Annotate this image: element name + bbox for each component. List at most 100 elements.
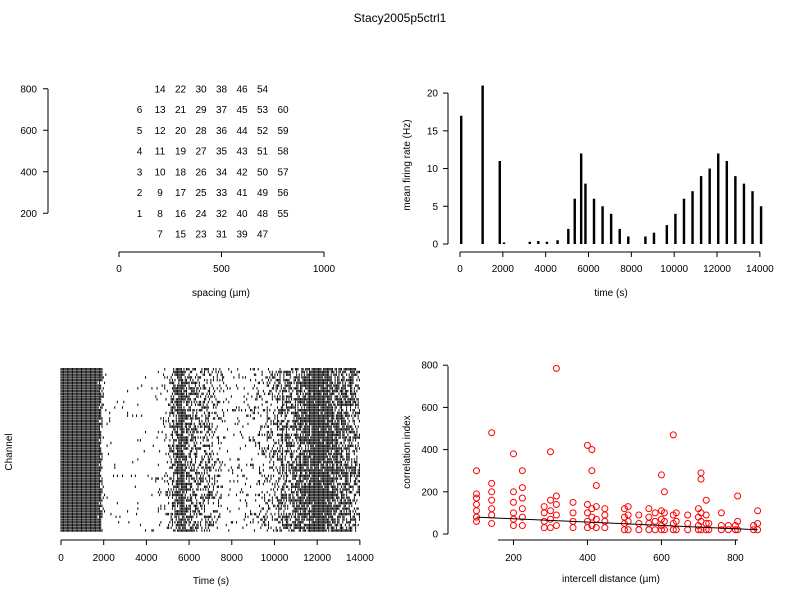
channel-label: 59 (277, 126, 289, 137)
channel-label: 51 (257, 147, 269, 158)
channel-label: 42 (236, 167, 248, 178)
channel-label: 11 (155, 147, 166, 158)
channel-label: 5 (137, 126, 143, 137)
electrode-layout-x-tick-label: 500 (213, 264, 230, 275)
channel-label: 16 (175, 209, 187, 220)
firing-rate-bar (528, 241, 531, 244)
mean-firing-rate-x-tick-label: 12000 (703, 264, 731, 275)
channel-label: 57 (277, 167, 289, 178)
electrode-layout-x-title: spacing (µm) (192, 288, 250, 299)
channel-label: 1 (137, 209, 143, 220)
channel-label: 13 (154, 105, 166, 116)
electrode-layout-x-tick-label: 1000 (313, 264, 336, 275)
mean-firing-rate-x-tick-label: 4000 (535, 264, 558, 275)
mean-firing-rate-x-tick-label: 10000 (660, 264, 688, 275)
channel-label: 48 (257, 209, 269, 220)
channel-label: 41 (236, 188, 248, 199)
mean-firing-rate-x-tick-label: 14000 (746, 264, 774, 275)
firing-rate-bar (674, 213, 677, 244)
firing-rate-bar (644, 236, 647, 244)
firing-rate-bar (579, 153, 583, 244)
channel-label: 44 (236, 126, 248, 137)
firing-rate-bar (545, 241, 549, 244)
channel-label: 19 (175, 147, 187, 158)
firing-rate-bar (609, 213, 613, 244)
channel-label: 55 (277, 209, 289, 220)
firing-rate-bar (592, 198, 596, 244)
channel-label: 33 (216, 188, 228, 199)
channel-label: 20 (175, 126, 187, 137)
mean-firing-rate-panel: 0 2000 4000 6000 8000 10000 12000 14000 time (s… (402, 85, 774, 299)
channel-label: 26 (195, 167, 207, 178)
firing-rate-bar (691, 191, 694, 244)
channel-label: 39 (236, 230, 248, 241)
channel-label: 22 (175, 84, 187, 95)
channel-label: 47 (257, 230, 269, 241)
firing-rate-bar (601, 206, 604, 244)
firing-rate-bar (584, 183, 587, 244)
firing-rate-bar (618, 228, 621, 244)
channel-label: 4 (137, 147, 143, 158)
spike-raster-panel: 0 2000 4000 6000 8000 10000 12000 14000 Time (s… (4, 368, 374, 587)
channel-label: 15 (175, 230, 187, 241)
electrode-layout-y-tick-label: 600 (20, 126, 37, 137)
firing-rate-bar (751, 191, 754, 244)
mean-firing-rate-x-tick-label: 0 (457, 264, 463, 275)
channel-label: 3 (137, 167, 143, 178)
channel-label: 60 (277, 105, 289, 116)
channel-label: 2 (137, 188, 143, 199)
channel-label: 53 (257, 105, 269, 116)
firing-rate-bar (734, 176, 737, 244)
firing-rate-bar (498, 161, 501, 244)
firing-rate-bar (742, 183, 746, 244)
firing-rate-bar (717, 153, 720, 244)
electrode-layout-x-axis: 0 500 1000 spacing (µm) (116, 251, 336, 299)
mean-firing-rate-x-title: time (s) (594, 288, 627, 299)
channel-label: 58 (277, 147, 289, 158)
channel-label: 46 (236, 84, 248, 95)
firing-rate-bar (725, 161, 729, 244)
channel-label: 52 (257, 126, 269, 137)
firing-rate-bar (682, 198, 686, 244)
channel-label: 10 (154, 167, 166, 178)
electrode-layout-y-tick-label: 400 (20, 167, 37, 178)
mean-firing-rate-x-axis: 0 2000 4000 6000 8000 10000 12000 14000 time (s… (457, 251, 774, 299)
electrode-layout-y-axis: 200 400 600 800 (20, 84, 49, 220)
channel-label: 18 (175, 167, 187, 178)
channel-label: 32 (216, 209, 228, 220)
firing-rate-bar (665, 225, 669, 244)
mean-firing-rate-y-axis: 0 5 10 15 20 mean firing rate (Hz) (402, 89, 449, 251)
firing-rate-bar (699, 176, 703, 244)
mean-firing-rate-y-title: mean firing rate (Hz) (402, 119, 413, 210)
channel-label: 17 (175, 188, 187, 199)
channel-label: 54 (257, 84, 269, 95)
firing-rate-bar (567, 228, 570, 244)
channel-label: 6 (137, 105, 143, 116)
mean-firing-rate-y-tick-label: 10 (427, 164, 439, 175)
channel-label: 7 (157, 230, 163, 241)
channel-label: 9 (157, 188, 163, 199)
channel-label: 43 (236, 147, 248, 158)
mean-firing-rate-x-tick-label: 6000 (577, 264, 600, 275)
channel-label: 31 (216, 230, 228, 241)
figure-title: Stacy2005p5ctrl1 (354, 11, 447, 25)
firing-rate-bar (537, 240, 540, 244)
channel-label: 38 (216, 84, 228, 95)
firing-rate-bar (573, 198, 576, 244)
firing-rate-bar (481, 85, 484, 244)
channel-label: 27 (195, 147, 207, 158)
channel-label: 37 (216, 105, 228, 116)
firing-rate-bars (460, 85, 763, 245)
channel-label: 35 (216, 147, 228, 158)
channel-number-labels: 1234567891011121314151617181920212223242… (137, 84, 289, 240)
channel-label: 23 (195, 230, 207, 241)
channel-label: 36 (216, 126, 228, 137)
mean-firing-rate-y-tick-label: 15 (427, 126, 439, 137)
channel-label: 24 (195, 209, 207, 220)
firing-rate-bar (556, 240, 559, 244)
mean-firing-rate-x-tick-label: 8000 (620, 264, 643, 275)
electrode-layout-y-tick-label: 200 (20, 209, 37, 220)
mean-firing-rate-y-tick-label: 5 (432, 202, 438, 213)
firing-rate-bar (627, 236, 630, 244)
